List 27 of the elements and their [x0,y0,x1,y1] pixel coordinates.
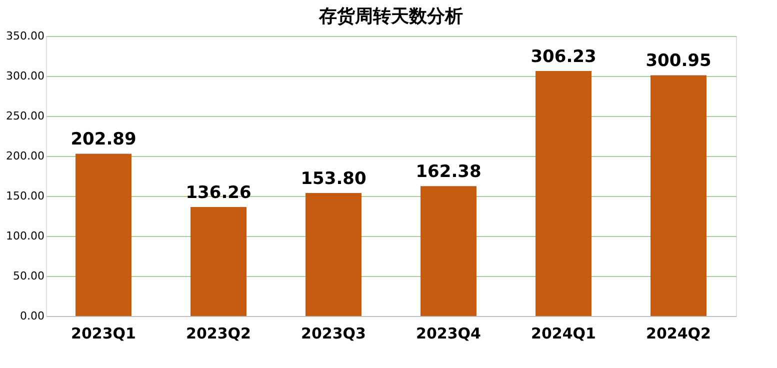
bar [650,75,706,316]
y-tick-label: 50.00 [13,270,44,282]
x-tick-label: 2023Q2 [186,324,251,342]
x-tick-label: 2023Q1 [71,324,136,342]
y-tick-label: 250.00 [6,110,44,122]
data-label: 162.38 [416,162,482,182]
data-label: 153.80 [300,168,366,189]
x-tick-label: 2024Q2 [646,324,711,342]
data-label: 136.26 [186,182,252,203]
y-tick-label: 350.00 [6,30,44,42]
data-label: 300.95 [646,51,712,72]
y-tick-label: 0.00 [20,310,44,322]
y-tick-label: 200.00 [6,150,44,162]
chart-title: 存货周转天数分析 [318,6,463,27]
bar [76,154,132,316]
x-tick-label: 2023Q4 [416,324,481,342]
bar [190,206,246,316]
y-tick-label: 100.00 [6,230,44,242]
y-tick-label: 150.00 [6,190,44,202]
bar [420,186,476,316]
data-label: 202.89 [70,130,136,150]
bar [306,192,362,316]
y-tick-label: 300.00 [6,70,44,82]
x-tick-label: 2024Q1 [531,324,596,342]
x-tick-label: 2023Q3 [301,324,366,342]
data-label: 306.23 [530,47,596,68]
bar [536,71,592,316]
